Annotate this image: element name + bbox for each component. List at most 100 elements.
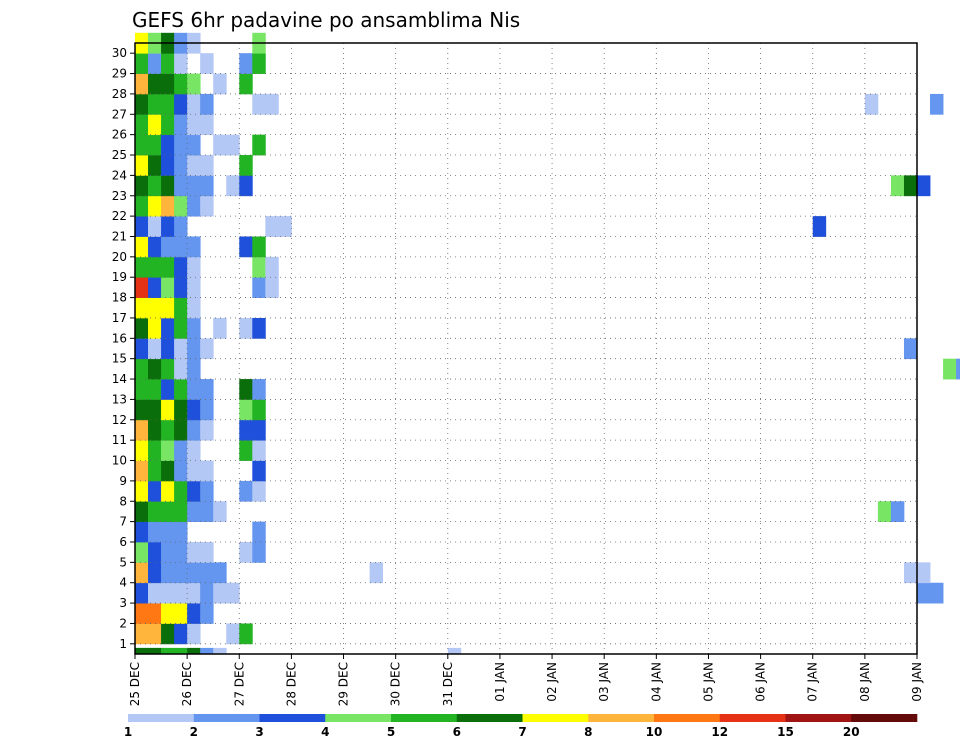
heatmap-cell (200, 419, 214, 441)
heatmap-cell (161, 134, 175, 156)
heatmap-cell (252, 460, 266, 482)
colorbar-label: 1 (124, 725, 132, 739)
colorbar-label: 12 (711, 725, 728, 739)
heatmap-cell (135, 379, 149, 400)
colorbar-swatch (654, 714, 721, 722)
chart-title: GEFS 6hr padavine po ansamblima Nis (132, 8, 520, 32)
y-tick-label: 3 (119, 596, 127, 610)
heatmap-cell (161, 93, 175, 115)
heatmap-cell (239, 440, 253, 461)
heatmap-cell (187, 623, 201, 645)
heatmap-cell (239, 399, 253, 421)
heatmap-cell (252, 399, 266, 421)
heatmap-cell (135, 562, 149, 584)
heatmap-cell (812, 216, 827, 237)
heatmap-cell (135, 521, 149, 543)
heatmap-cell (161, 73, 175, 95)
heatmap-cell (252, 93, 266, 115)
colorbar-swatch (259, 714, 326, 722)
heatmap-cell (174, 93, 188, 115)
heatmap-cell (187, 541, 201, 563)
heatmap-cell (161, 155, 175, 176)
x-tick-label: 02 JAN (545, 662, 559, 702)
heatmap-cell (161, 277, 175, 298)
heatmap-cell (135, 501, 149, 523)
heatmap-cell (174, 256, 188, 278)
heatmap-cells (135, 32, 960, 655)
heatmap-cell (187, 195, 201, 217)
heatmap-cell (226, 623, 240, 645)
heatmap-cell (161, 603, 175, 624)
heatmap-cell (200, 175, 214, 197)
heatmap-cell (187, 480, 201, 502)
heatmap-cell (187, 582, 201, 604)
colorbar-label: 5 (387, 725, 395, 739)
colorbar-swatch (193, 714, 260, 722)
heatmap-cell (187, 256, 201, 278)
heatmap-cell (135, 440, 149, 461)
heatmap-cell (265, 277, 279, 298)
x-tick-label: 04 JAN (649, 662, 663, 702)
x-tick-label: 26 DEC (180, 662, 194, 706)
colorbar-label: 2 (190, 725, 198, 739)
heatmap-cell (187, 562, 201, 584)
colorbar-swatch (391, 714, 458, 722)
heatmap-cell (174, 460, 188, 482)
heatmap-cell (174, 73, 188, 95)
heatmap-cell (200, 480, 214, 502)
y-tick-label: 25 (112, 148, 127, 162)
heatmap-cell (187, 134, 201, 156)
heatmap-cell (239, 317, 253, 339)
heatmap-cell (239, 73, 253, 95)
heatmap-cell (135, 175, 149, 197)
heatmap-cell (187, 114, 201, 136)
colorbar-swatch (522, 714, 589, 722)
heatmap-cell (174, 358, 188, 380)
x-tick-label: 25 DEC (128, 662, 142, 706)
y-tick-label: 27 (112, 107, 127, 121)
heatmap-cell (930, 582, 944, 604)
y-axis-ticks: 1234567891011121314151617181920212223242… (112, 46, 135, 651)
y-tick-label: 1 (119, 637, 127, 651)
heatmap-cell (252, 541, 266, 563)
heatmap-cell (265, 93, 279, 115)
heatmap-cell (148, 317, 162, 339)
heatmap-cell (174, 623, 188, 645)
x-tick-label: 01 JAN (493, 662, 507, 702)
heatmap-cell (161, 647, 175, 655)
plot-frame (134, 42, 918, 655)
heatmap-cell (174, 379, 188, 400)
heatmap-cell (200, 155, 214, 176)
heatmap-cell (200, 541, 214, 563)
colorbar-swatch (588, 714, 655, 722)
heatmap-cell (278, 216, 292, 237)
heatmap-cell (226, 175, 240, 197)
heatmap-cell (148, 501, 162, 523)
heatmap-cell (187, 155, 201, 176)
heatmap-cell (864, 93, 879, 115)
heatmap-cell (890, 501, 905, 523)
heatmap-cell (917, 582, 931, 604)
heatmap-cell (200, 399, 214, 421)
heatmap-cell (148, 358, 162, 380)
heatmap-cell (148, 155, 162, 176)
heatmap-cell (148, 582, 162, 604)
x-tick-label: 09 JAN (910, 662, 924, 702)
heatmap-cell (252, 134, 266, 156)
heatmap-cell (135, 338, 149, 360)
heatmap-cell (917, 175, 931, 197)
y-tick-label: 11 (112, 433, 127, 447)
heatmap-cell (239, 480, 253, 502)
heatmap-cell (252, 236, 266, 258)
heatmap-cell (174, 480, 188, 502)
heatmap-cell (187, 93, 201, 115)
heatmap-cell (161, 338, 175, 360)
heatmap-cell (148, 399, 162, 421)
grid-lines (135, 43, 917, 654)
heatmap-cell (200, 501, 214, 523)
y-tick-label: 18 (112, 291, 127, 305)
heatmap-cell (148, 216, 162, 237)
heatmap-cell (135, 460, 149, 482)
heatmap-cell (161, 175, 175, 197)
heatmap-cell (174, 236, 188, 258)
